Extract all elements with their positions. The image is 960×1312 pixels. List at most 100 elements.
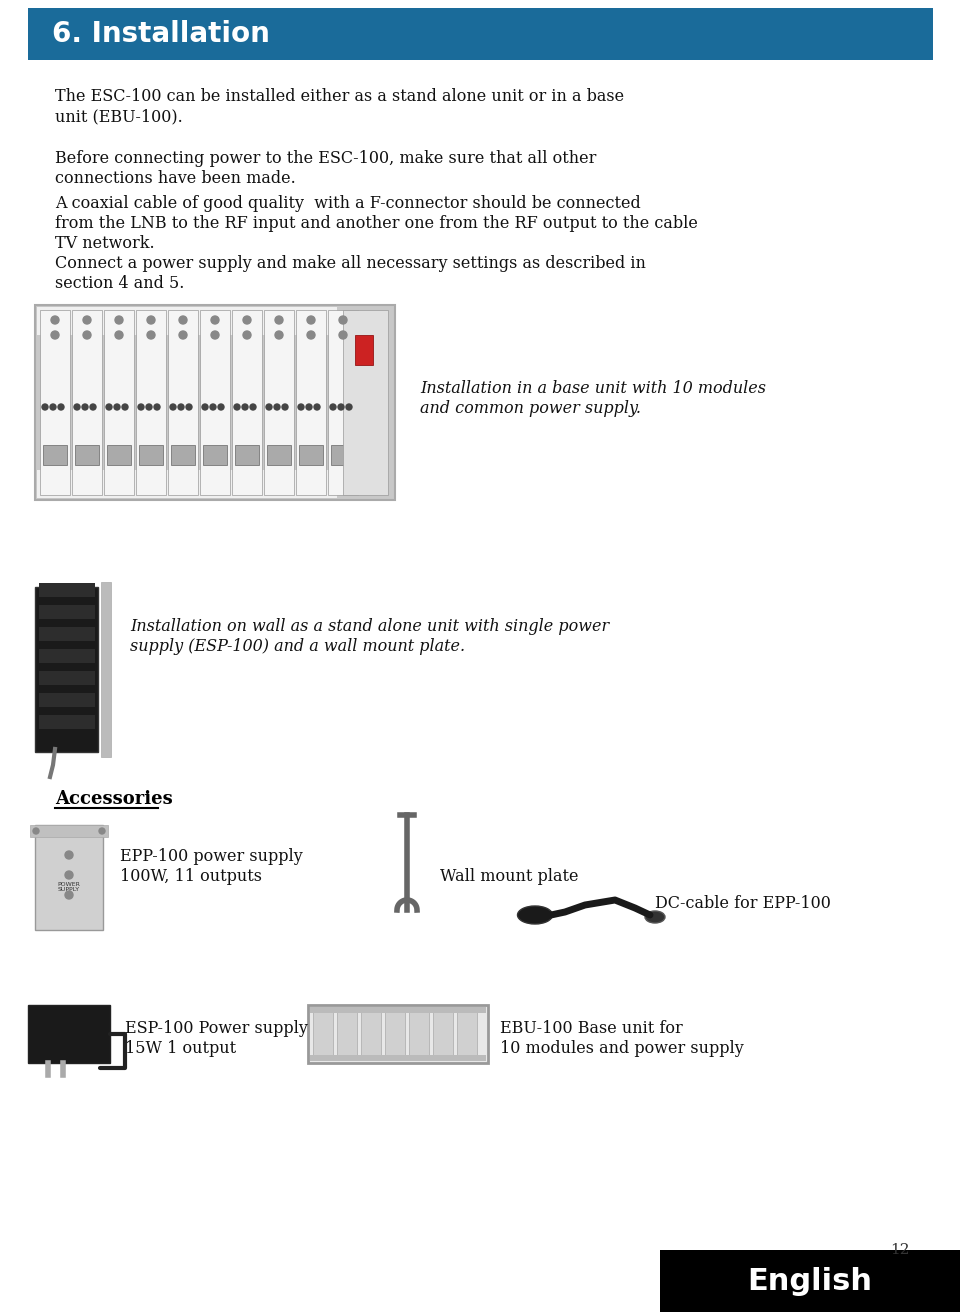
Text: Installation on wall as a stand alone unit with single power
supply (ESP-100) an: Installation on wall as a stand alone un…: [130, 618, 610, 655]
Bar: [72, 310, 102, 495]
Circle shape: [147, 331, 155, 338]
Bar: [328, 310, 358, 495]
Bar: [457, 1009, 477, 1059]
Circle shape: [33, 828, 39, 834]
Bar: [39, 670, 95, 685]
Circle shape: [65, 891, 73, 899]
Bar: [168, 310, 198, 495]
Bar: [39, 605, 95, 619]
Circle shape: [307, 331, 315, 338]
Text: English: English: [748, 1266, 873, 1295]
Bar: [337, 1009, 357, 1059]
Circle shape: [211, 316, 219, 324]
Bar: [200, 310, 230, 495]
Circle shape: [99, 828, 105, 834]
Circle shape: [122, 404, 128, 409]
Bar: [433, 1009, 453, 1059]
Circle shape: [282, 404, 288, 409]
Bar: [264, 310, 294, 495]
Circle shape: [307, 316, 315, 324]
Bar: [232, 310, 262, 495]
Circle shape: [306, 404, 312, 409]
Text: The ESC-100 can be installed either as a stand alone unit or in a base: The ESC-100 can be installed either as a…: [55, 88, 624, 105]
Bar: [171, 445, 195, 464]
Bar: [39, 693, 95, 707]
Text: ESP-100 Power supply
15W 1 output: ESP-100 Power supply 15W 1 output: [125, 1019, 308, 1056]
Circle shape: [243, 316, 251, 324]
Bar: [39, 649, 95, 663]
Bar: [39, 627, 95, 642]
Bar: [310, 1008, 486, 1013]
Bar: [104, 310, 134, 495]
Text: section 4 and 5.: section 4 and 5.: [55, 276, 184, 293]
Bar: [361, 1009, 381, 1059]
Bar: [75, 445, 99, 464]
Text: Connect a power supply and make all necessary settings as described in: Connect a power supply and make all nece…: [55, 255, 646, 272]
Bar: [343, 310, 388, 495]
Bar: [37, 470, 337, 499]
Circle shape: [114, 404, 120, 409]
Bar: [235, 445, 259, 464]
Bar: [267, 445, 291, 464]
Circle shape: [250, 404, 256, 409]
Circle shape: [346, 404, 352, 409]
Text: EPP-100 power supply
100W, 11 outputs: EPP-100 power supply 100W, 11 outputs: [120, 848, 302, 884]
Circle shape: [243, 331, 251, 338]
Circle shape: [338, 404, 344, 409]
Text: Wall mount plate: Wall mount plate: [440, 869, 579, 886]
Circle shape: [179, 331, 187, 338]
Circle shape: [50, 404, 56, 409]
Circle shape: [234, 404, 240, 409]
Bar: [43, 445, 67, 464]
Circle shape: [274, 404, 280, 409]
Circle shape: [146, 404, 152, 409]
Bar: [139, 445, 163, 464]
Circle shape: [83, 316, 91, 324]
Circle shape: [178, 404, 184, 409]
Circle shape: [266, 404, 272, 409]
Text: POWER
SUPPLY: POWER SUPPLY: [58, 882, 81, 892]
Bar: [355, 335, 373, 365]
Circle shape: [186, 404, 192, 409]
Text: Accessories: Accessories: [55, 790, 173, 808]
Circle shape: [242, 404, 248, 409]
Bar: [409, 1009, 429, 1059]
Text: Installation in a base unit with 10 modules
and common power supply.: Installation in a base unit with 10 modu…: [420, 380, 766, 417]
Bar: [331, 445, 355, 464]
Text: TV network.: TV network.: [55, 235, 155, 252]
Circle shape: [179, 316, 187, 324]
Circle shape: [90, 404, 96, 409]
Circle shape: [115, 316, 123, 324]
Circle shape: [210, 404, 216, 409]
Text: unit (EBU-100).: unit (EBU-100).: [55, 108, 182, 125]
Circle shape: [330, 404, 336, 409]
Text: EBU-100 Base unit for
10 modules and power supply: EBU-100 Base unit for 10 modules and pow…: [500, 1019, 744, 1056]
Bar: [313, 1009, 333, 1059]
Circle shape: [106, 404, 112, 409]
Bar: [35, 586, 98, 752]
Bar: [101, 583, 111, 757]
Circle shape: [115, 331, 123, 338]
Bar: [30, 825, 108, 837]
Text: connections have been made.: connections have been made.: [55, 171, 296, 188]
Circle shape: [170, 404, 176, 409]
Bar: [28, 1005, 110, 1063]
Circle shape: [275, 331, 283, 338]
Text: from the LNB to the RF input and another one from the RF output to the cable: from the LNB to the RF input and another…: [55, 215, 698, 232]
Circle shape: [218, 404, 224, 409]
Bar: [203, 445, 227, 464]
Circle shape: [314, 404, 320, 409]
Circle shape: [154, 404, 160, 409]
Bar: [308, 1005, 488, 1063]
Ellipse shape: [645, 911, 665, 924]
Circle shape: [83, 331, 91, 338]
Bar: [296, 310, 326, 495]
Bar: [660, 1250, 960, 1312]
Bar: [37, 307, 337, 335]
Bar: [35, 304, 395, 500]
Text: 12: 12: [891, 1242, 910, 1257]
Circle shape: [202, 404, 208, 409]
Bar: [40, 310, 70, 495]
Text: A coaxial cable of good quality  with a F-connector should be connected: A coaxial cable of good quality with a F…: [55, 195, 640, 213]
Circle shape: [65, 851, 73, 859]
